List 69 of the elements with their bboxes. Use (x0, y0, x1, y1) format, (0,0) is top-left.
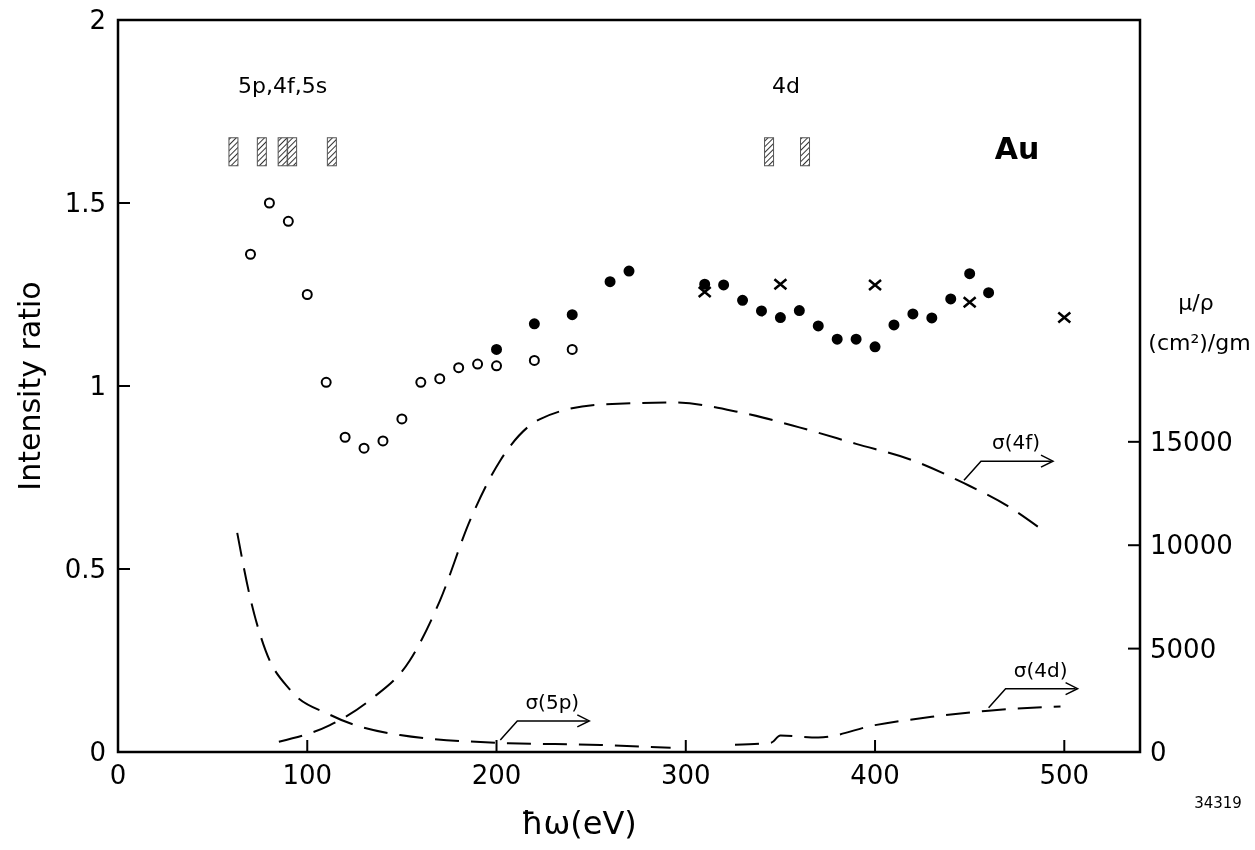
point (718, 279, 730, 291)
x-tick-label: 300 (660, 760, 711, 790)
point (282, 215, 294, 227)
y2-tick-label: 10000 (1150, 530, 1233, 561)
point (869, 341, 881, 353)
annotation: Au (994, 131, 1040, 167)
point (491, 343, 503, 355)
point (358, 442, 370, 454)
point (888, 319, 900, 331)
point (320, 376, 332, 388)
point (793, 305, 805, 317)
point (339, 431, 351, 443)
point (415, 376, 427, 388)
point (699, 278, 711, 290)
point (812, 320, 824, 332)
point (566, 309, 578, 321)
y2-tick-label: 5000 (1150, 633, 1217, 664)
x-tick-label: 500 (1039, 760, 1090, 790)
point (867, 278, 883, 292)
point (301, 289, 313, 300)
point (964, 268, 976, 280)
point (774, 312, 786, 324)
point (755, 305, 767, 317)
point (697, 285, 712, 299)
annotation: 5p,4f,5s (238, 73, 328, 99)
series-label: σ(4d) (1013, 657, 1068, 682)
y-tick-label: 1.5 (64, 188, 106, 218)
y2-axis-title: μ/ρ (cm²)/gm (1141, 290, 1251, 355)
point (528, 318, 540, 330)
point (773, 278, 788, 291)
point (907, 308, 919, 320)
point (472, 358, 484, 370)
series-label: σ(4f) (991, 430, 1041, 455)
point (850, 333, 862, 345)
y2-tick-label: 15000 (1150, 426, 1233, 457)
point (453, 362, 465, 374)
point (244, 248, 256, 260)
point (926, 312, 938, 324)
point (983, 287, 995, 299)
y2-tick-label: 0 (1150, 737, 1167, 767)
series-label: σ(5p) (525, 689, 580, 714)
annotation: 4d (772, 73, 801, 99)
x-tick-label: 100 (282, 760, 333, 790)
y-axis-title: Intensity ratio (12, 281, 47, 491)
y-tick-label: 2 (89, 5, 106, 35)
line-series (733, 705, 1062, 746)
line-series (236, 531, 672, 749)
point (263, 197, 275, 209)
y-tick-label: 1 (89, 371, 106, 401)
point (623, 265, 635, 277)
x-tick-label: 0 (109, 760, 127, 790)
x-tick-label: 400 (850, 760, 900, 790)
point (1057, 311, 1072, 324)
x-tick-label: 200 (471, 760, 522, 790)
x-axis-title: ħω(eV) (521, 804, 637, 842)
point (566, 343, 578, 355)
y-tick-label: 0.5 (64, 554, 106, 584)
point (434, 373, 446, 385)
point (737, 294, 749, 306)
point (604, 276, 616, 288)
point (831, 333, 843, 345)
y-tick-label: 0 (89, 737, 106, 767)
point (491, 360, 503, 372)
text: 34319 (1194, 794, 1242, 812)
point (962, 295, 977, 309)
point (377, 435, 389, 447)
point (396, 413, 408, 425)
point (528, 354, 540, 366)
point (945, 293, 957, 305)
